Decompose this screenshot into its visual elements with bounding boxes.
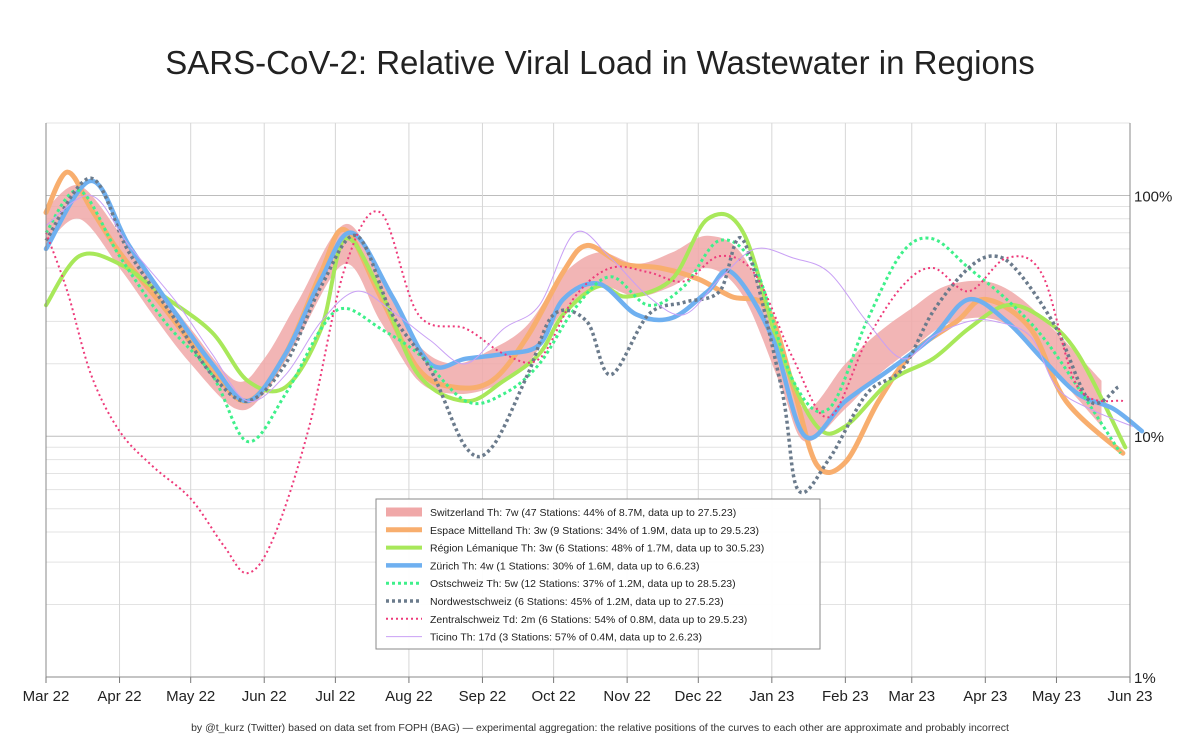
x-tick-label: Feb 23 [822,688,869,705]
x-tick-label: Jun 23 [1107,688,1152,705]
x-tick-label: Aug 22 [385,688,433,705]
series-line-ostschweiz [44,188,1122,455]
x-tick-label: Sep 22 [459,688,507,705]
x-tick-label: Dec 22 [675,688,723,705]
legend-box [375,498,821,650]
x-tick-label: May 23 [1032,688,1081,705]
legend-label: Ticino Th: 17d (3 Stations: 57% of 0.4M,… [430,632,702,644]
x-tick-label: Jan 23 [749,688,794,705]
series-band-switzerland [46,185,1102,442]
x-tick-label: May 22 [166,688,215,705]
x-tick-label: Jul 22 [315,688,355,705]
x-tick-label: Mar 23 [888,688,935,705]
legend: Switzerland Th: 7w (47 Stations: 44% of … [375,498,821,650]
x-tick-label: Oct 22 [532,688,576,705]
legend-label: Nordwestschweiz (6 Stations: 45% of 1.2M… [430,596,724,608]
series-layer [43,169,1145,575]
legend-label: Espace Mittelland Th: 3w (9 Stations: 34… [430,525,759,537]
x-tick-label: Mar 22 [23,688,70,705]
footnote: by @t_kurz (Twitter) based on data set f… [191,722,1009,734]
y-tick-label: 100% [1134,188,1172,205]
x-tick-label: Apr 23 [963,688,1007,705]
legend-label: Ostschweiz Th: 5w (12 Stations: 37% of 1… [430,578,736,590]
x-tick-label: Nov 22 [603,688,651,705]
series-line-ticino [45,194,1133,427]
legend-label: Switzerland Th: 7w (47 Stations: 44% of … [430,507,736,519]
series-line-nordwestschweiz [44,176,1120,495]
series-line-espace-mittelland [43,169,1126,475]
x-tick-label: Jun 22 [242,688,287,705]
legend-label: Zentralschweiz Td: 2m (6 Stations: 54% o… [430,614,747,626]
y-tick-label: 1% [1134,670,1156,687]
y-tick-label: 10% [1134,429,1164,446]
legend-label: Zürich Th: 4w (1 Stations: 30% of 1.6M, … [430,560,699,572]
axes: Mar 22 Apr 22 May 22 Jun 22 Jul 22 Aug 22 Sep … [23,123,1172,705]
legend-label: Région Lémanique Th: 3w (6 Stations: 48%… [430,543,764,555]
chart-title: SARS-CoV-2: Relative Viral Load in Waste… [165,44,1035,81]
series-line-zentralschweiz [45,210,1124,575]
x-tick-label: Apr 22 [97,688,141,705]
